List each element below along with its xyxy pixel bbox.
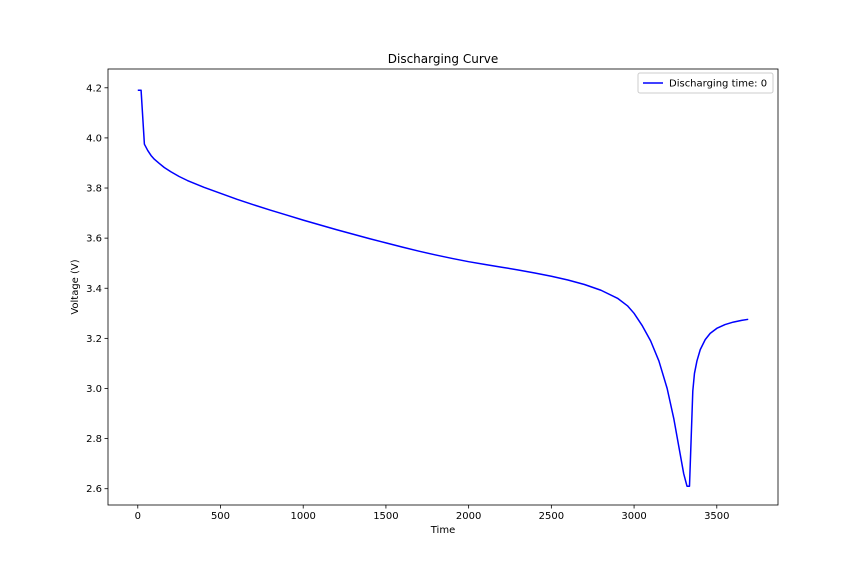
x-tick-label: 500 — [211, 511, 230, 522]
y-tick-label: 3.2 — [86, 334, 102, 345]
x-tick-label: 1500 — [373, 511, 398, 522]
y-tick-label: 3.6 — [86, 234, 102, 245]
x-tick-label: 0 — [135, 511, 141, 522]
x-tick-label: 3000 — [621, 511, 646, 522]
y-tick-label: 2.6 — [86, 484, 102, 495]
series-line-0 — [137, 89, 749, 487]
plot-frame — [107, 68, 779, 506]
y-axis-label: Voltage (V) — [70, 259, 81, 314]
legend-box — [637, 72, 774, 94]
x-tick-label: 3500 — [704, 511, 729, 522]
x-tick-label: 2000 — [456, 511, 481, 522]
legend: Discharging time: 0 — [637, 72, 774, 94]
x-axis: 0 500 1000 1500 2000 2500 3000 3500 — [135, 505, 730, 522]
y-tick-label: 4.2 — [86, 83, 102, 94]
y-axis: 2.6 2.8 3.0 3.2 3.4 3.6 3.8 4.0 4.2 — [86, 83, 108, 495]
y-tick-label: 3.0 — [86, 384, 102, 395]
chart-title: Discharging Curve — [388, 52, 499, 66]
plot-area — [137, 89, 749, 487]
y-tick-label: 4.0 — [86, 133, 102, 144]
y-tick-label: 3.8 — [86, 184, 102, 195]
legend-label: Discharging time: 0 — [669, 79, 767, 90]
x-tick-label: 2500 — [539, 511, 564, 522]
x-tick-label: 1000 — [290, 511, 315, 522]
x-axis-label: Time — [430, 525, 455, 536]
y-tick-label: 2.8 — [86, 434, 102, 445]
y-tick-label: 3.4 — [86, 284, 102, 295]
